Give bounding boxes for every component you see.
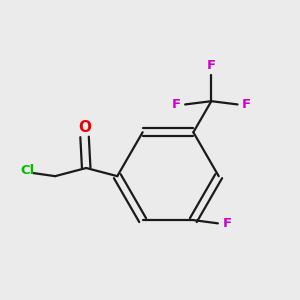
Text: F: F — [171, 98, 181, 111]
Text: O: O — [78, 120, 91, 135]
Text: F: F — [223, 217, 232, 230]
Text: F: F — [207, 59, 216, 72]
Text: F: F — [242, 98, 251, 111]
Text: Cl: Cl — [21, 164, 35, 177]
